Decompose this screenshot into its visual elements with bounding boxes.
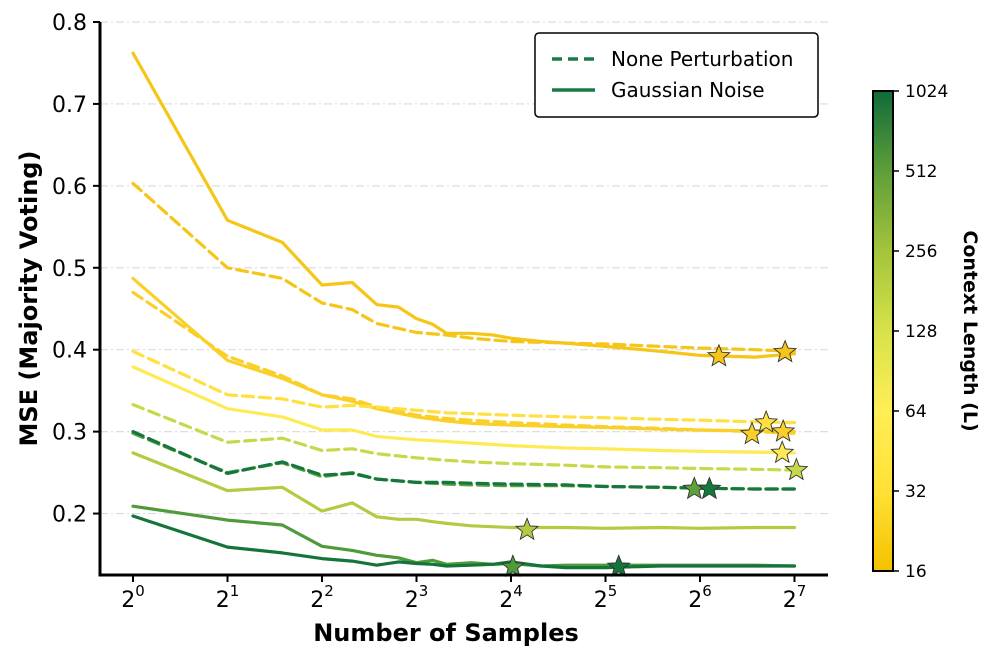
series-line-5 (131, 365, 797, 455)
x-tick-label-0: 20 (121, 582, 145, 613)
series-line-0 (131, 51, 797, 359)
star-marker-11 (606, 554, 631, 578)
y-tick-label-1: 0.3 (52, 421, 87, 446)
colorbar-tick-label-6: 1024 (905, 82, 948, 102)
x-tick-label-7: 27 (783, 582, 807, 613)
series-lines (131, 51, 797, 570)
x-tick-label-6: 26 (688, 582, 712, 613)
series-line-7 (131, 451, 797, 530)
series-line-10 (131, 504, 797, 568)
series-line-9 (131, 430, 797, 491)
colorbar-tick-label-0: 16 (905, 562, 927, 582)
colorbar: 16 32 64 128 256 512 1024 Context Length (L) (872, 82, 981, 582)
star-markers (500, 339, 809, 578)
star-marker-9 (697, 476, 722, 500)
series-line-6 (131, 403, 797, 472)
star-marker-3 (739, 421, 765, 445)
star-marker-4 (754, 409, 779, 433)
series-line-11 (131, 514, 797, 570)
y-tick-label-4: 0.6 (52, 175, 87, 200)
x-tick-label-4: 24 (499, 582, 523, 613)
star-marker-10 (500, 554, 525, 578)
x-tick-label-3: 23 (405, 582, 429, 613)
colorbar-gradient (872, 90, 894, 572)
axes: 0.2 0.3 0.4 0.5 0.6 0.7 0.8 20 21 22 23 24 25 26 27 Num… (15, 11, 828, 647)
colorbar-title: Context Length (L) (959, 230, 981, 431)
x-tick-label-1: 21 (216, 582, 240, 613)
legend-box (534, 32, 819, 118)
star-marker-5 (770, 440, 795, 464)
colorbar-tick-label-4: 256 (905, 242, 937, 262)
x-axis-title: Number of Samples (313, 619, 579, 647)
series-line-4 (131, 349, 797, 425)
colorbar-tick-label-1: 32 (905, 482, 927, 502)
y-axis-title: MSE (Majority Voting) (15, 151, 43, 447)
legend-label-0: None Perturbation (611, 47, 793, 71)
star-marker-0 (706, 343, 731, 367)
y-tick-label-2: 0.4 (52, 339, 87, 364)
star-marker-6 (784, 457, 809, 481)
star-marker-2 (771, 418, 796, 442)
x-tick-label-5: 25 (594, 582, 618, 613)
colorbar-tick-label-2: 64 (905, 402, 927, 422)
colorbar-tick-label-3: 128 (905, 322, 937, 342)
x-tick-label-2: 22 (310, 582, 334, 613)
series-line-1 (131, 181, 797, 353)
grid (100, 21, 828, 515)
series-line-3 (131, 290, 797, 435)
y-tick-label-6: 0.8 (52, 11, 87, 36)
star-marker-7 (514, 517, 540, 541)
y-tick-label-3: 0.5 (52, 257, 87, 282)
colorbar-tick-label-5: 512 (905, 162, 937, 182)
legend-label-1: Gaussian Noise (611, 78, 765, 102)
y-tick-label-0: 0.2 (52, 503, 87, 528)
star-marker-1 (772, 339, 798, 363)
legend: None Perturbation Gaussian Noise (534, 32, 819, 118)
y-tick-label-5: 0.7 (52, 93, 87, 118)
